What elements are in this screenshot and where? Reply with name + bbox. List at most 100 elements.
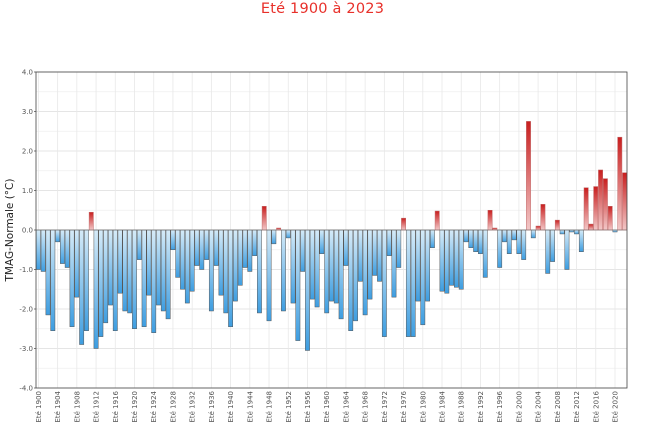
bar <box>141 229 147 328</box>
bar <box>559 229 565 235</box>
x-tick-label: Eté 1928 <box>169 391 177 423</box>
bar <box>329 229 334 302</box>
bar <box>228 229 234 328</box>
bar <box>98 229 104 337</box>
bar <box>415 229 421 302</box>
x-tick-label: Eté 1908 <box>73 391 81 423</box>
bar <box>458 229 464 290</box>
x-tick-label: Eté 1964 <box>342 390 350 422</box>
bar <box>482 229 488 278</box>
bar <box>132 229 137 329</box>
bar <box>526 121 531 231</box>
bar <box>405 229 411 337</box>
bar <box>199 229 205 270</box>
bar <box>112 229 118 331</box>
bar <box>588 223 594 231</box>
bar <box>204 229 209 260</box>
bar <box>357 229 363 282</box>
bar <box>362 229 368 316</box>
y-tick-label: 3.0 <box>22 108 33 116</box>
bar <box>208 229 214 312</box>
bar <box>598 169 603 231</box>
bar <box>36 229 41 270</box>
bar <box>285 229 291 239</box>
bar <box>506 229 512 254</box>
bar <box>79 229 85 345</box>
bar <box>213 229 219 266</box>
x-tick-label: Eté 1996 <box>496 390 504 422</box>
bar <box>607 206 613 231</box>
bar <box>237 229 243 286</box>
bar <box>261 206 267 231</box>
x-tick-label: Eté 2016 <box>592 390 600 422</box>
bar <box>434 210 440 231</box>
bar <box>353 229 358 322</box>
bar <box>305 229 310 351</box>
bar <box>425 229 431 302</box>
bar <box>290 229 296 304</box>
x-tick-label: Eté 1936 <box>208 390 216 422</box>
bar <box>338 229 344 320</box>
x-tick-label: Eté 1960 <box>323 391 331 423</box>
x-tick-label: Eté 1900 <box>35 391 43 423</box>
x-tick-label: Eté 1948 <box>266 391 274 423</box>
x-tick-label: Eté 1976 <box>400 390 408 422</box>
bar <box>223 229 229 314</box>
bar <box>309 229 315 300</box>
bar <box>165 229 171 320</box>
bar <box>487 210 493 231</box>
bar <box>40 229 46 272</box>
bar <box>535 225 541 231</box>
bar <box>151 229 157 333</box>
bar <box>50 229 56 331</box>
x-tick-label: Eté 1956 <box>304 390 312 422</box>
bar <box>233 229 238 302</box>
bar <box>564 229 570 270</box>
bar <box>372 229 378 276</box>
bar <box>540 204 546 231</box>
y-tick-label: 1.0 <box>22 187 33 195</box>
bar <box>180 229 185 290</box>
bar <box>300 229 306 272</box>
bar <box>530 229 536 239</box>
bar <box>622 172 628 231</box>
bar <box>281 229 286 312</box>
bar <box>410 229 416 337</box>
bar <box>136 229 142 260</box>
bar <box>454 229 459 288</box>
bar <box>324 229 330 314</box>
bar <box>377 229 382 282</box>
bar <box>545 229 551 274</box>
bar <box>122 229 128 312</box>
bar <box>319 229 325 254</box>
x-tick-label: Eté 2004 <box>535 390 543 422</box>
bar <box>521 229 527 260</box>
bar <box>189 229 195 292</box>
x-tick-label: Eté 1944 <box>246 390 254 422</box>
bar <box>617 136 623 231</box>
bar <box>160 229 166 312</box>
bar <box>554 219 560 231</box>
x-tick-label: Eté 1924 <box>150 390 158 422</box>
bar <box>430 229 435 249</box>
chart-title: Eté 1900 à 2023 <box>260 1 385 17</box>
x-tick-label: Eté 1932 <box>189 391 197 423</box>
bar <box>108 229 113 306</box>
bar <box>156 229 161 306</box>
bar <box>184 229 190 304</box>
bar <box>583 187 589 231</box>
bar <box>266 229 272 322</box>
x-tick-label: Eté 1916 <box>112 390 120 422</box>
bar <box>444 229 450 294</box>
y-tick-label: -4.0 <box>19 385 33 393</box>
bar <box>175 229 181 278</box>
x-tick-label: Eté 1912 <box>93 391 101 423</box>
y-tick-label: 0.0 <box>22 227 33 235</box>
bar <box>386 229 392 256</box>
bar <box>502 229 507 243</box>
x-tick-label: Eté 1940 <box>227 391 235 423</box>
y-tick-label: 2.0 <box>22 148 33 156</box>
bar <box>146 229 152 296</box>
